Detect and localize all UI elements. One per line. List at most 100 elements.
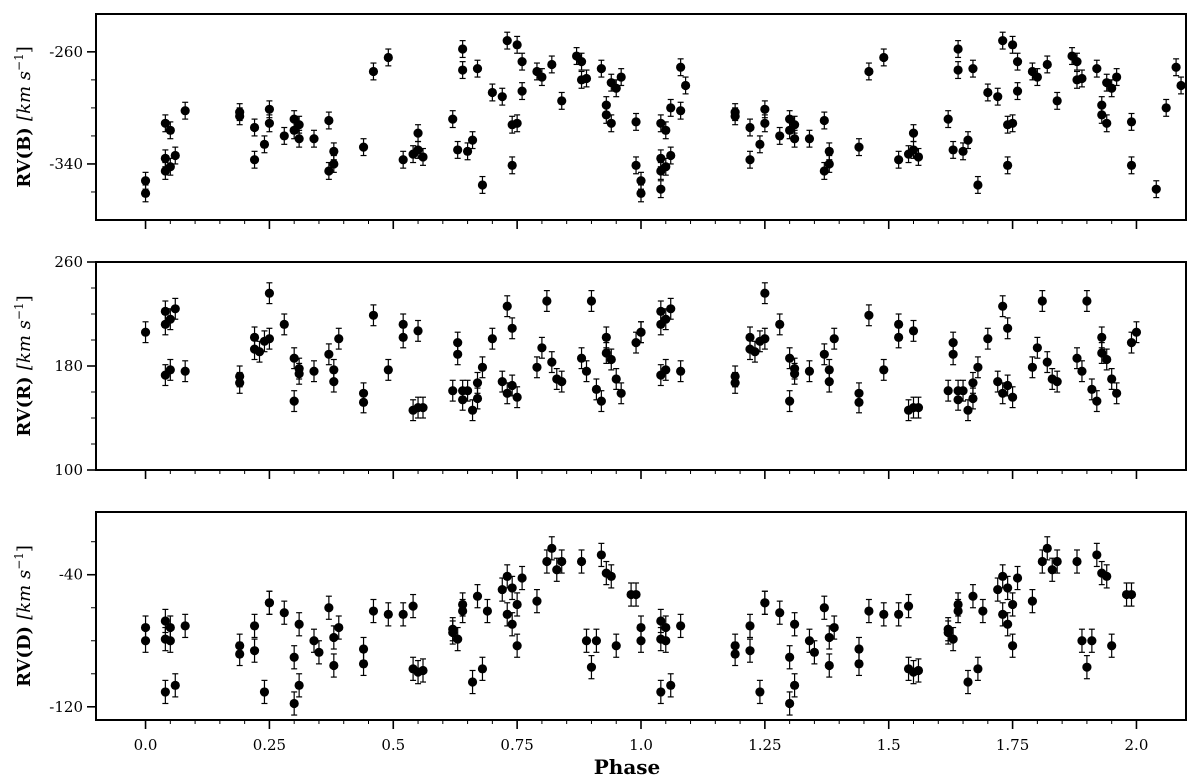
panel-b-point [170,146,180,165]
panel-b-point [557,91,567,110]
panel-d-marker [1037,556,1047,567]
panel-d-marker [418,665,428,676]
panel-r-point [413,319,423,342]
panel-d-point [264,590,275,615]
panel-b-marker [507,160,517,170]
panel-d-marker [477,664,488,674]
panel-b-ytick-label: -260 [49,43,83,61]
panel-b-marker [324,115,334,126]
panel-d-marker [953,599,963,610]
panel-r-marker [537,343,547,353]
panel-d-marker [591,636,602,646]
x-tick-label: 1.75 [996,736,1029,754]
panel-d-point [819,595,829,620]
panel-b-point [517,52,527,71]
panel-b-point [537,68,547,87]
panel-d-marker [1027,596,1038,606]
panel-d-point [730,641,740,667]
panel-b-point [512,35,522,54]
panel-r-point [472,371,483,394]
panel-d-marker [180,621,190,631]
panel-r-point [462,379,473,402]
panel-b-point [606,114,616,133]
panel-d-marker [894,609,904,619]
panel-r-point [334,327,344,350]
panel-d-point [140,628,151,653]
panel-b-marker [329,159,339,169]
panel-r-point [448,379,458,402]
panel-b-point [398,150,408,169]
panel-r-point [586,290,597,312]
panel-b-point [1007,114,1018,133]
panel-b-point [1126,156,1137,175]
panel-r-point [973,356,983,379]
panel-r-marker [289,353,299,363]
panel-b-point [477,175,488,194]
panel-d-marker [596,550,606,560]
panel-b-point [745,150,755,169]
panel-b-point [824,154,834,173]
panel-r-point [755,330,765,353]
panel-b-point [329,154,339,173]
panel-b-point [1007,35,1018,54]
panel-d-point [656,679,666,705]
panel-d-point [804,628,815,653]
panel-r-marker [819,349,829,359]
panel-b-point [324,161,334,180]
panel-b-point [358,138,369,157]
panel-b-marker [324,166,334,176]
panel-r-point [983,327,993,350]
panel-r-point [963,399,973,422]
panel-b-marker [953,44,963,54]
panel-r-marker [334,334,344,344]
panel-d-marker [502,609,512,619]
panel-r-point [1112,382,1122,405]
panel-d-marker [968,591,978,601]
panel-d-marker [1052,556,1062,567]
panel-r-point [1082,290,1092,312]
panel-r-marker [1102,354,1112,365]
panel-r-marker [140,327,151,337]
panel-d-point [894,602,904,627]
panel-b-marker [666,103,676,113]
panel-b-marker [656,118,666,128]
panel-r-point [864,304,874,327]
panel-b-point [656,149,666,168]
panel-d-marker [160,687,170,697]
panel-b-marker [666,150,676,161]
panel-b-marker [170,150,180,161]
panel-b-point [294,115,304,134]
x-tick-label: 0.75 [500,736,533,754]
panel-r-marker [1072,353,1082,363]
panel-d-marker [264,598,275,608]
panel-d-point [160,679,170,705]
panel-b-marker [730,111,740,121]
panel-b-marker [581,73,592,84]
panel-r-marker [264,288,275,298]
panel-b-marker [358,142,369,152]
panel-d-marker [507,619,517,629]
panel-r-marker [785,353,795,363]
panel-r-marker [879,365,889,375]
panel-b-marker [1052,96,1062,106]
panel-r-marker [586,296,597,306]
panel-d-point [829,615,839,640]
panel-d-marker [824,632,834,643]
panel-d-point [482,598,493,624]
panel-r-ytick-label: 180 [54,357,83,375]
panel-b-point [631,112,641,131]
panel-r-point [913,396,924,419]
panel-b-point [383,48,393,67]
panel-d-point [661,628,671,653]
panel-b-marker [804,134,815,144]
panel-r-point [1042,351,1052,374]
panel-b-marker [824,146,834,156]
panel-r-marker [497,377,507,387]
x-tick-label: 0.25 [253,736,286,754]
panel-r-marker [1082,296,1092,306]
panel-r-point [968,371,978,394]
panel-d-marker [745,646,755,656]
panel-b-marker [963,135,973,145]
